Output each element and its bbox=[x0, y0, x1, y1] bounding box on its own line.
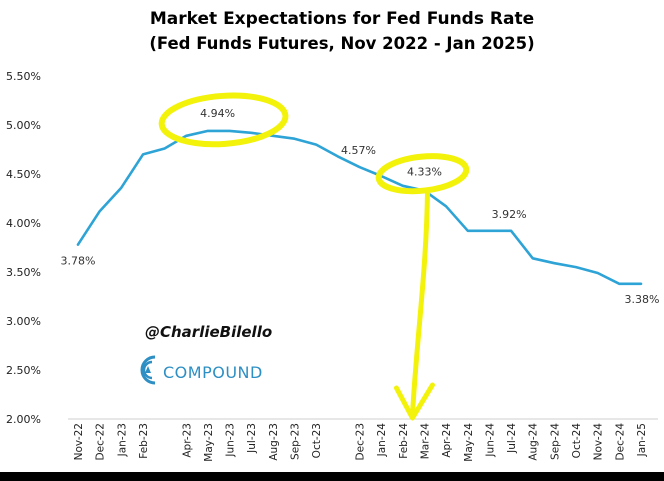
x-tick-label: Jan-24 bbox=[376, 423, 388, 458]
x-tick-label: Sep-24 bbox=[549, 423, 561, 460]
x-tick-label: Nov-22 bbox=[73, 423, 85, 460]
x-tick-label: Dec-23 bbox=[355, 423, 367, 460]
y-tick-label: 4.00% bbox=[6, 217, 41, 230]
highlight-arrow-shaft bbox=[409, 190, 430, 418]
x-tick-label: Dec-24 bbox=[614, 423, 626, 461]
x-tick-label: Jul-24 bbox=[506, 423, 518, 454]
x-tick-label: Apr-23 bbox=[181, 423, 193, 458]
highlight-annotations bbox=[158, 92, 470, 421]
highlight-circle-mid bbox=[375, 153, 470, 195]
y-tick-label: 5.50% bbox=[6, 70, 41, 83]
x-tick-label: Jun-23 bbox=[225, 423, 237, 458]
x-tick-label: Feb-23 bbox=[138, 423, 150, 459]
x-tick-label: Jan-23 bbox=[116, 423, 128, 457]
x-axis: Nov-22 Dec-22 Jan-23 Feb-23 Apr-23 May-23 Jun-… bbox=[73, 423, 648, 462]
author-handle: @CharlieBilello bbox=[145, 323, 272, 341]
x-tick-label: Jan-25 bbox=[636, 423, 648, 457]
compound-logo: COMPOUND bbox=[140, 355, 263, 385]
x-tick-label: Feb-24 bbox=[398, 423, 410, 459]
bottom-band bbox=[0, 472, 664, 481]
y-axis: 2.00% 2.50% 3.00% 3.50% 4.00% 4.50% 5.00% 5.50% bbox=[6, 70, 41, 426]
x-tick-label: Dec-22 bbox=[95, 423, 107, 460]
y-tick-label: 2.50% bbox=[6, 364, 41, 377]
x-tick-label: Jun-24 bbox=[484, 423, 496, 458]
x-tick-label: Apr-24 bbox=[441, 423, 453, 458]
x-tick-label: Oct-23 bbox=[311, 423, 323, 458]
x-tick-label: May-23 bbox=[203, 423, 215, 462]
x-tick-label: Jul-23 bbox=[246, 423, 258, 454]
y-tick-label: 2.00% bbox=[6, 413, 41, 426]
data-label: 3.38% bbox=[625, 293, 660, 306]
y-tick-label: 4.50% bbox=[6, 168, 41, 181]
x-tick-label: Sep-23 bbox=[290, 423, 302, 460]
data-label: 3.92% bbox=[492, 208, 527, 221]
series-layer bbox=[76, 129, 643, 286]
x-tick-label: Aug-23 bbox=[268, 423, 280, 461]
data-label: 4.33% bbox=[407, 166, 442, 179]
data-label: 3.78% bbox=[61, 255, 96, 268]
y-tick-label: 3.50% bbox=[6, 266, 41, 279]
data-labels: 3.78% 4.94% 4.57% 4.33% 3.92% 3.38% bbox=[61, 107, 660, 306]
series-line bbox=[76, 129, 643, 286]
x-tick-label: Mar-24 bbox=[419, 423, 431, 460]
x-tick-label: Aug-24 bbox=[528, 423, 540, 461]
x-tick-label: May-24 bbox=[463, 423, 475, 462]
data-label: 4.57% bbox=[341, 144, 376, 157]
y-tick-label: 5.00% bbox=[6, 119, 41, 132]
data-label: 4.94% bbox=[200, 107, 235, 120]
chart-title: Market Expectations for Fed Funds Rate bbox=[150, 9, 534, 29]
highlight-circle-peak bbox=[158, 92, 289, 148]
x-tick-label: Nov-24 bbox=[593, 423, 605, 461]
compound-logo-text: COMPOUND bbox=[163, 363, 263, 382]
chart-subtitle: (Fed Funds Futures, Nov 2022 - Jan 2025) bbox=[149, 34, 534, 53]
x-tick-label: Oct-24 bbox=[571, 423, 583, 459]
compound-logo-icon bbox=[140, 355, 156, 385]
highlight-arrow-head bbox=[393, 382, 435, 421]
y-tick-label: 3.00% bbox=[6, 315, 41, 328]
